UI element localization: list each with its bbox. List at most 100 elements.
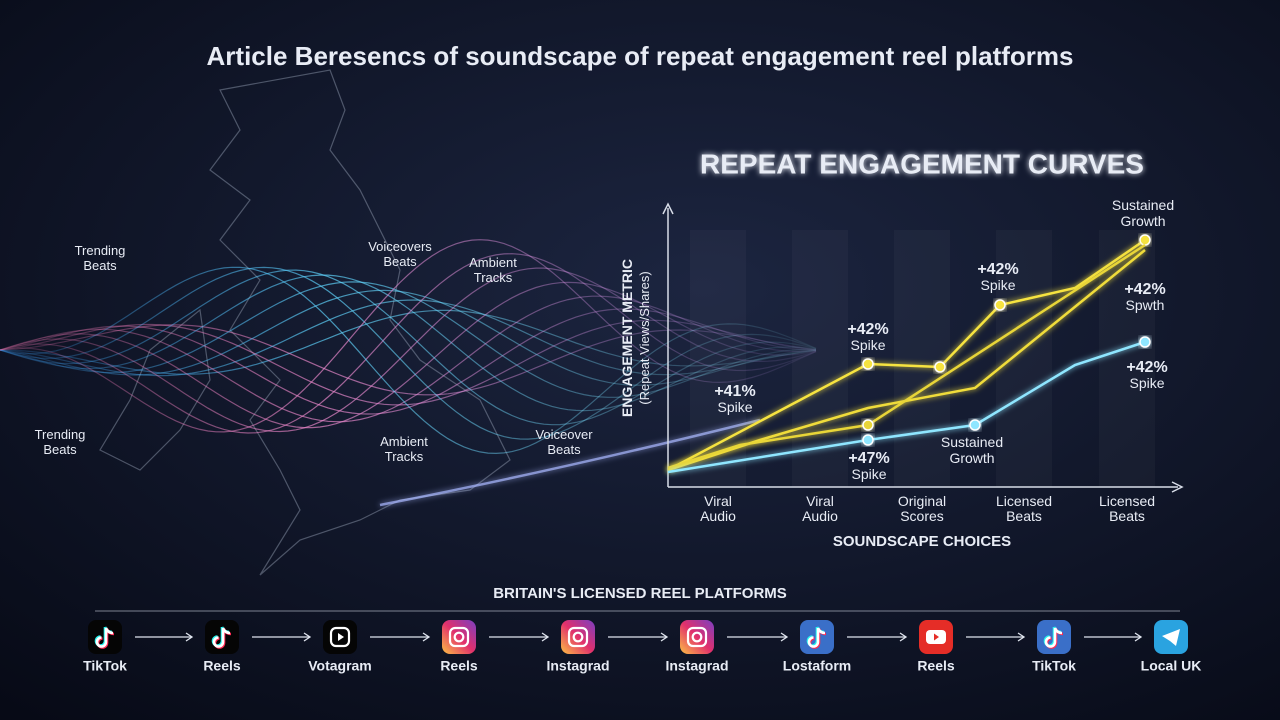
flow-arrowhead — [303, 632, 312, 642]
curve-point — [994, 299, 1006, 311]
wave-line — [0, 253, 817, 434]
flow-arrowhead — [899, 632, 908, 642]
icon-bg — [561, 620, 595, 654]
engagement-curve — [667, 249, 1146, 472]
map-outline — [99, 69, 511, 576]
wave-label-line: Beats — [383, 254, 417, 269]
x-category-label: Viral Audio — [802, 493, 838, 524]
annotation-line: Sustained — [1112, 197, 1174, 213]
wave-line — [0, 319, 817, 406]
flow-arrowhead — [1017, 632, 1026, 642]
y-axis-title-line: (Repeat Views/Shares) — [637, 271, 652, 404]
x-category-label: Original Scores — [898, 493, 946, 524]
curve-point — [1139, 234, 1151, 246]
curve-point — [862, 434, 874, 446]
platform-label: TikTok — [83, 658, 127, 674]
platform-icon — [1154, 620, 1188, 654]
x-category-label-line: Audio — [802, 508, 838, 524]
annotation: +47% Spike — [848, 450, 889, 481]
annotation-line: +42% — [977, 261, 1018, 278]
flow-arrowhead — [541, 632, 550, 642]
annotation-line: +41% — [714, 383, 755, 400]
x-category-label: Viral Audio — [700, 493, 736, 524]
platforms-title: BRITAIN'S LICENSED REEL PLATFORMS — [493, 585, 787, 602]
icon-glyph — [338, 633, 344, 641]
platform-icon — [800, 620, 834, 654]
y-axis-title: ENGAGEMENT METRIC (Repeat Views/Shares) — [619, 259, 653, 417]
x-category-label-line: Licensed — [996, 493, 1052, 509]
x-category-label-line: Viral — [806, 493, 834, 509]
x-category-label-line: Beats — [1006, 508, 1042, 524]
x-category-label: Licensed Beats — [996, 493, 1052, 524]
curve-point — [862, 419, 874, 431]
wave-label-line: Tracks — [474, 270, 513, 285]
wave-label: Ambient Tracks — [469, 255, 517, 285]
wave-label: Voiceover Beats — [535, 427, 593, 457]
annotation-line: Spike — [980, 277, 1015, 293]
annotation-line: +42% — [1126, 359, 1167, 376]
icon-glyph — [95, 627, 114, 648]
x-axis-title: SOUNDSCAPE CHOICES — [833, 533, 1011, 550]
icon-glyph — [567, 626, 589, 648]
curve-point — [862, 358, 874, 370]
annotation: +42% Spike — [977, 261, 1018, 292]
x-axis-arrow — [1171, 481, 1184, 493]
flow-arrowhead — [660, 632, 669, 642]
wave-label: Ambient Tracks — [380, 434, 428, 464]
icon-glyph — [453, 631, 465, 643]
wave-line — [0, 281, 817, 398]
platform-label: Reels — [917, 658, 955, 674]
platform-icon — [442, 620, 476, 654]
wave-line — [0, 295, 817, 423]
platform-label: Votagram — [308, 658, 372, 674]
x-category-label-line: Licensed — [1099, 493, 1155, 509]
wave-label-line: Voiceover — [535, 427, 593, 442]
wave-label-line: Beats — [43, 442, 77, 457]
curve-point — [1139, 336, 1151, 348]
icon-glyph — [448, 626, 470, 648]
wave-label-line: Ambient — [380, 434, 428, 449]
engagement-curve — [667, 238, 1146, 472]
flow-arrowhead — [185, 632, 194, 642]
wave-label: Trending Beats — [35, 427, 86, 457]
platform-icon — [1037, 620, 1071, 654]
platform-label: TikTok — [1032, 658, 1076, 674]
x-category-label: Licensed Beats — [1099, 493, 1155, 524]
platform-icon — [323, 620, 357, 654]
platform-icon — [205, 620, 239, 654]
flow-arrowhead — [780, 632, 789, 642]
light-streak — [379, 418, 761, 507]
curve-point — [969, 419, 981, 431]
annotation-line: Spike — [1129, 375, 1164, 391]
wave-line — [0, 269, 817, 426]
annotation-line: Growth — [1120, 213, 1165, 229]
y-axis-title-line: ENGAGEMENT METRIC — [619, 259, 635, 417]
wave-label-line: Tracks — [385, 449, 424, 464]
icon-glyph — [329, 626, 351, 648]
platform-icon — [919, 620, 953, 654]
wave-label-line: Voiceovers — [368, 239, 432, 254]
curve-point — [934, 361, 946, 373]
sound-waves — [0, 239, 817, 507]
icon-glyph — [691, 631, 703, 643]
icon-glyph — [807, 627, 826, 648]
x-category-label-line: Audio — [700, 508, 736, 524]
icon-glyph — [934, 633, 939, 641]
icon-bg — [442, 620, 476, 654]
annotation: Sustained Growth — [941, 434, 1003, 466]
wave-label-line: Trending — [75, 243, 126, 258]
wave-label-line: Beats — [83, 258, 117, 273]
flow-arrowhead — [1134, 632, 1143, 642]
wave-line — [0, 266, 817, 455]
annotation-line: Spike — [717, 399, 752, 415]
icon-bg — [680, 620, 714, 654]
annotation: +41% Spike — [714, 383, 755, 414]
engagement-curve — [667, 243, 1146, 470]
icon-glyph — [572, 631, 584, 643]
annotation-line: Sustained — [941, 434, 1003, 450]
wave-label: Trending Beats — [75, 243, 126, 273]
chart-title: REPEAT ENGAGEMENT CURVES — [700, 148, 1144, 179]
icon-glyph — [1044, 627, 1063, 648]
